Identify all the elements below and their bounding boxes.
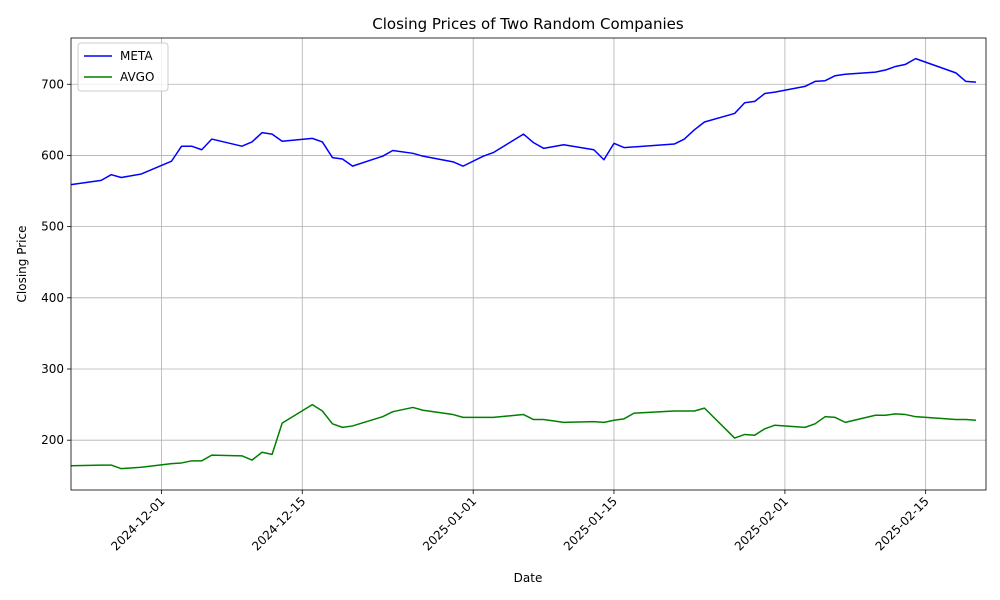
y-axis-ticks: 200 300 400 500 600 700 — [41, 77, 71, 447]
y-tick-label: 500 — [41, 220, 64, 234]
x-axis-label: Date — [514, 571, 543, 585]
y-tick-label: 700 — [41, 77, 64, 91]
legend: META AVGO — [77, 42, 169, 92]
legend-label-avgo: AVGO — [120, 70, 154, 84]
plot-lines — [71, 57, 977, 470]
legend-box — [77, 42, 169, 92]
y-axis-label: Closing Price — [15, 226, 29, 303]
y-tick-label: 200 — [41, 433, 64, 447]
chart-title: Closing Prices of Two Random Companies — [372, 15, 684, 33]
grid-lines — [71, 38, 986, 490]
y-tick-label: 400 — [41, 291, 64, 305]
legend-label-meta: META — [120, 49, 153, 63]
y-tick-label: 300 — [41, 362, 64, 376]
series-line-avgo — [71, 403, 977, 470]
plot-frame — [70, 37, 987, 491]
series-line-meta — [71, 57, 977, 186]
y-tick-label: 600 — [41, 148, 64, 162]
